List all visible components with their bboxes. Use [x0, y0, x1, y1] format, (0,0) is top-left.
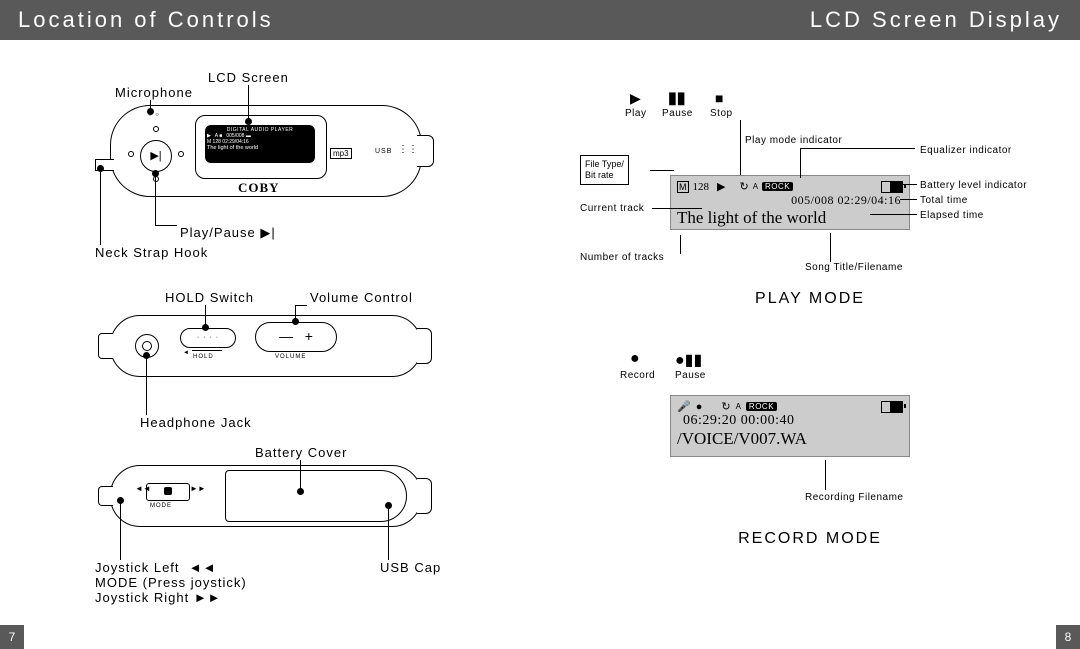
- label-hpjack: Headphone Jack: [140, 415, 252, 430]
- lbl-play: Play: [625, 108, 646, 119]
- left-page: Location of Controls 7 ▶| ○ ○ DIGITAL AU…: [0, 0, 540, 649]
- hp-jack-drawing: [98, 333, 113, 359]
- label-modepress: MODE (Press joystick): [95, 575, 247, 590]
- label-battcover: Battery Cover: [255, 445, 347, 460]
- label-volume: Volume Control: [310, 290, 413, 305]
- mp3-badge: mp3: [330, 148, 352, 159]
- left-title: Location of Controls: [0, 0, 540, 40]
- play-track-info: 005/008 02:29/04:16: [677, 193, 903, 208]
- label-joyleft: Joystick Left ◄◄: [95, 560, 217, 575]
- lbl-totaltime: Total time: [920, 195, 968, 206]
- usb-cap-drawing: [417, 135, 434, 167]
- play-pause-circle: ▶|: [140, 140, 172, 172]
- rec-time: 06:29:20 00:00:40: [677, 413, 903, 429]
- lbl-pause-rec: Pause: [675, 370, 706, 381]
- pause-icon: ▮▮: [668, 88, 686, 108]
- battery-cover-drawing: [225, 470, 407, 522]
- play-song-title: The light of the world: [677, 208, 903, 228]
- right-title: LCD Screen Display: [540, 0, 1080, 40]
- usb-badge: USB: [375, 148, 392, 155]
- lbl-numtracks: Number of tracks: [580, 252, 664, 263]
- label-microphone: Microphone: [115, 85, 193, 100]
- hold-switch-drawing: · · · ·: [180, 328, 236, 348]
- playmode-title: PLAY MODE: [540, 290, 1080, 308]
- label-usbcap: USB Cap: [380, 560, 441, 575]
- brand-coby: COBY: [238, 180, 280, 196]
- recordmode-title: RECORD MODE: [540, 530, 1080, 548]
- left-page-num: 7: [0, 625, 24, 649]
- lbl-eqind: Equalizer indicator: [920, 145, 1012, 156]
- play-lcd: M 128 ▶ ↻ A ROCK 005/008 02:29/04:16 The…: [670, 175, 910, 230]
- lbl-filetype: File Type/ Bit rate: [580, 155, 629, 185]
- lbl-recfilename: Recording Filename: [805, 492, 904, 503]
- label-neckstrap: Neck Strap Hook: [95, 245, 208, 260]
- record-lcd: 🎤 ● ↻ A ROCK 06:29:20 00:00:40 /VOICE/V0…: [670, 395, 910, 457]
- right-page-num: 8: [1056, 625, 1080, 649]
- label-playpause: Play/Pause ▶|: [180, 225, 276, 241]
- label-hold: HOLD Switch: [165, 290, 254, 305]
- lbl-pause-play: Pause: [662, 108, 693, 119]
- rec-file: /VOICE/V007.WA: [677, 429, 903, 449]
- front-screen: DIGITAL AUDIO PLAYER ▶ A ■ 005/008 ▬ M 1…: [205, 125, 315, 163]
- lbl-currenttrack: Current track: [580, 203, 644, 214]
- joystick-drawing: [146, 483, 190, 501]
- volume-rocker-drawing: — +: [255, 322, 337, 352]
- lbl-record: Record: [620, 370, 655, 381]
- label-joyright: Joystick Right ►►: [95, 590, 222, 605]
- lbl-stop: Stop: [710, 108, 733, 119]
- lbl-songtitle: Song Title/Filename: [805, 262, 903, 273]
- lbl-battind: Battery level indicator: [920, 180, 1027, 191]
- label-lcdscreen: LCD Screen: [208, 70, 289, 85]
- stop-icon: ■: [715, 90, 723, 106]
- lbl-elapsed: Elapsed time: [920, 210, 984, 221]
- play-icon: ▶: [630, 90, 641, 107]
- recpause-icon: ●▮▮: [675, 350, 702, 370]
- record-icon: ●: [630, 350, 640, 368]
- lbl-playmodeind: Play mode indicator: [745, 135, 842, 146]
- right-page: LCD Screen Display 8 ▶ ▮▮ ■ Play Pause S…: [540, 0, 1080, 649]
